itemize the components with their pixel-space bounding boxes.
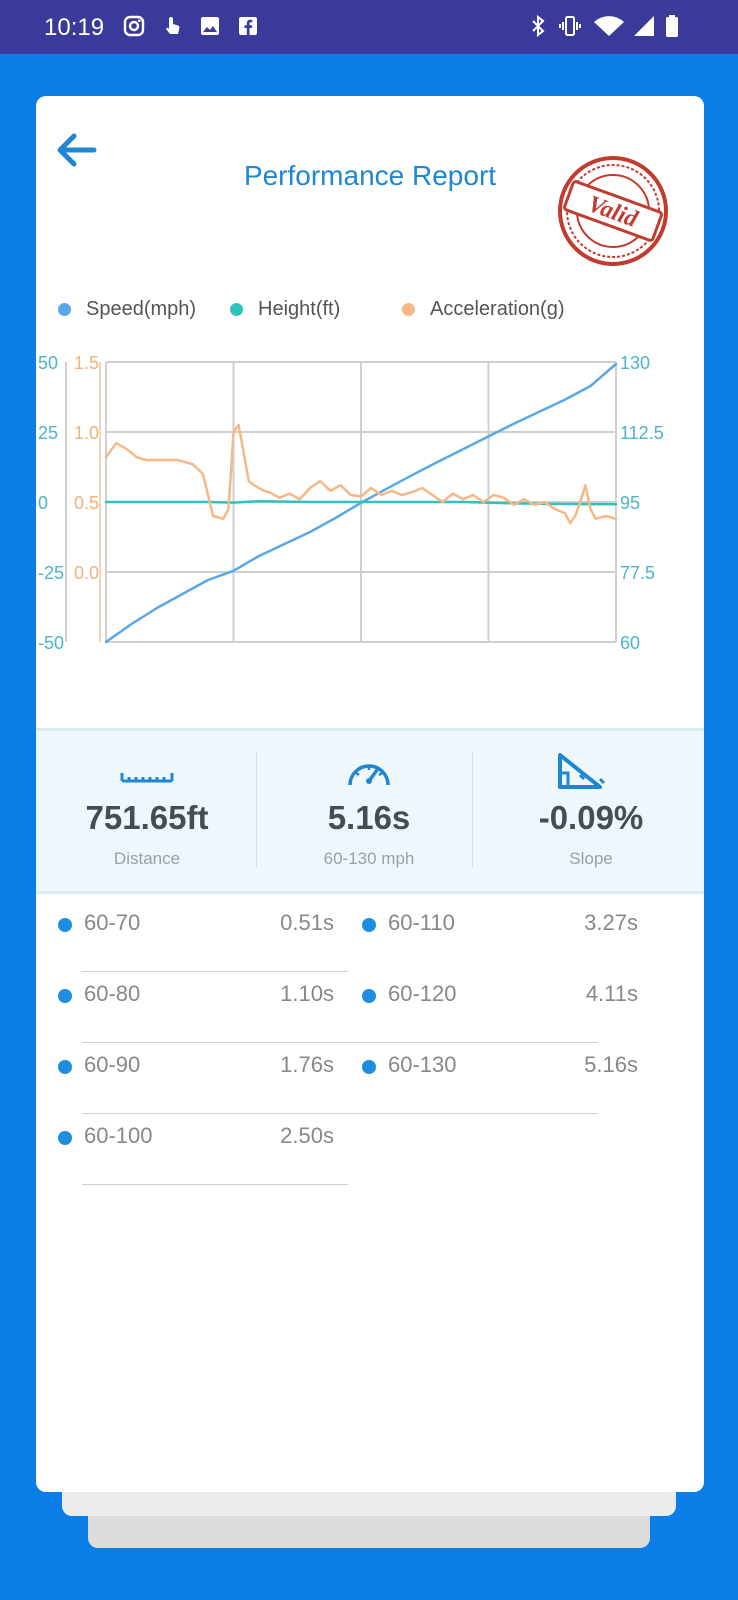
valid-stamp: Valid	[558, 156, 668, 266]
split-dot	[58, 1060, 72, 1074]
split-dot	[58, 918, 72, 932]
height-tick-label: -25	[38, 563, 64, 583]
stat-slope-value: -0.09%	[538, 799, 644, 836]
split-row: 60-100 2.50s	[36, 1113, 348, 1185]
speed-tick-label: 112.5	[620, 423, 664, 443]
split-range: 60-120	[388, 981, 457, 1006]
back-arrow-icon[interactable]	[52, 128, 100, 172]
legend-speed-label: Speed(mph)	[86, 298, 197, 320]
split-range: 60-130	[388, 1052, 457, 1077]
speedometer-icon	[348, 764, 390, 786]
split-divider	[82, 971, 348, 972]
split-row: 60-110 3.27s	[340, 900, 652, 972]
split-row: 60-80 1.10s	[36, 971, 598, 1043]
split-range: 60-100	[84, 1123, 153, 1148]
split-range: 60-110	[388, 910, 455, 935]
speed-tick-label: 77.5	[620, 563, 655, 583]
height-line	[104, 499, 618, 506]
split-time: 1.10s	[280, 981, 334, 1006]
ruler-icon	[120, 773, 174, 783]
status-time: 10:19	[44, 14, 105, 41]
stat-distance: 751.65ft Distance	[36, 731, 258, 891]
acceleration-line	[104, 423, 618, 525]
split-time: 0.51s	[280, 910, 334, 935]
stat-distance-value: 751.65ft	[85, 799, 209, 836]
slope-icon	[558, 753, 606, 789]
split-time: 2.50s	[280, 1123, 334, 1148]
acceleration-tick-label: 1.5	[74, 353, 99, 373]
battery-icon	[666, 15, 678, 37]
split-divider	[82, 1042, 598, 1043]
acceleration-tick-label: 0.0	[74, 563, 99, 583]
split-range: 60-70	[84, 910, 141, 935]
speed-tick-label: 130	[620, 353, 650, 373]
gallery-icon	[201, 17, 219, 35]
split-dot	[362, 989, 376, 1003]
split-dot	[362, 918, 376, 932]
split-row: 60-120 4.11s	[340, 971, 652, 1043]
performance-chart: 50 25 0 -25 -50 1.5 1.0 0.5 0.0 130 112.5 95 77.5 60	[38, 353, 664, 653]
facebook-icon	[239, 17, 257, 35]
split-time: 1.76s	[280, 1052, 334, 1077]
split-time: 4.11s	[585, 981, 638, 1006]
bluetooth-icon	[532, 14, 545, 38]
signal-icon	[634, 16, 654, 36]
height-tick-label: 0	[38, 493, 48, 513]
stat-divider	[256, 751, 257, 867]
speed-tick-label: 60	[620, 633, 640, 653]
split-row: 60-130 5.16s	[340, 1042, 652, 1114]
legend-height-label: Height(ft)	[258, 298, 341, 320]
report-card: Performance Report Valid Speed(mph) Heig…	[36, 96, 704, 1492]
split-time: 3.27s	[584, 910, 638, 935]
touch-icon	[166, 17, 180, 34]
split-row: 60-70 0.51s	[36, 900, 348, 972]
legend-speed-dot	[58, 303, 71, 316]
split-row: 60-90 1.76s	[36, 1042, 598, 1114]
height-tick-label: 50	[38, 353, 58, 373]
split-dot	[58, 1131, 72, 1145]
stat-slope: -0.09% Slope	[480, 731, 702, 891]
height-tick-label: 25	[38, 423, 58, 443]
height-tick-label: -50	[38, 633, 64, 653]
wifi-icon	[594, 16, 624, 36]
split-range: 60-90	[84, 1052, 141, 1077]
status-bar: 10:19	[0, 0, 738, 54]
stat-slope-label: Slope	[569, 849, 613, 868]
legend-acceleration: Acceleration(g)	[402, 298, 565, 321]
split-range: 60-80	[84, 981, 141, 1006]
legend-height-dot	[230, 303, 243, 316]
stats-panel: 751.65ft Distance 5.16s 60-130 mph -0.09…	[36, 728, 704, 894]
legend-height: Height(ft)	[230, 298, 340, 321]
stat-time: 5.16s 60-130 mph	[258, 731, 480, 891]
split-divider	[82, 1184, 348, 1185]
vibrate-icon	[559, 16, 581, 36]
legend-acceleration-dot	[402, 303, 415, 316]
legend-speed: Speed(mph)	[58, 298, 196, 321]
acceleration-tick-label: 1.0	[74, 423, 99, 443]
stat-time-label: 60-130 mph	[323, 849, 415, 868]
split-dot	[362, 1060, 376, 1074]
stat-divider	[472, 751, 473, 867]
stat-distance-label: Distance	[113, 849, 181, 868]
stat-time-value: 5.16s	[327, 799, 411, 836]
legend-acceleration-label: Acceleration(g)	[430, 298, 565, 320]
instagram-icon	[123, 15, 145, 37]
acceleration-tick-label: 0.5	[74, 493, 99, 513]
page-title: Performance Report	[243, 160, 497, 191]
split-time: 5.16s	[584, 1052, 638, 1077]
split-divider	[82, 1113, 598, 1114]
split-dot	[58, 989, 72, 1003]
speed-tick-label: 95	[620, 493, 640, 513]
